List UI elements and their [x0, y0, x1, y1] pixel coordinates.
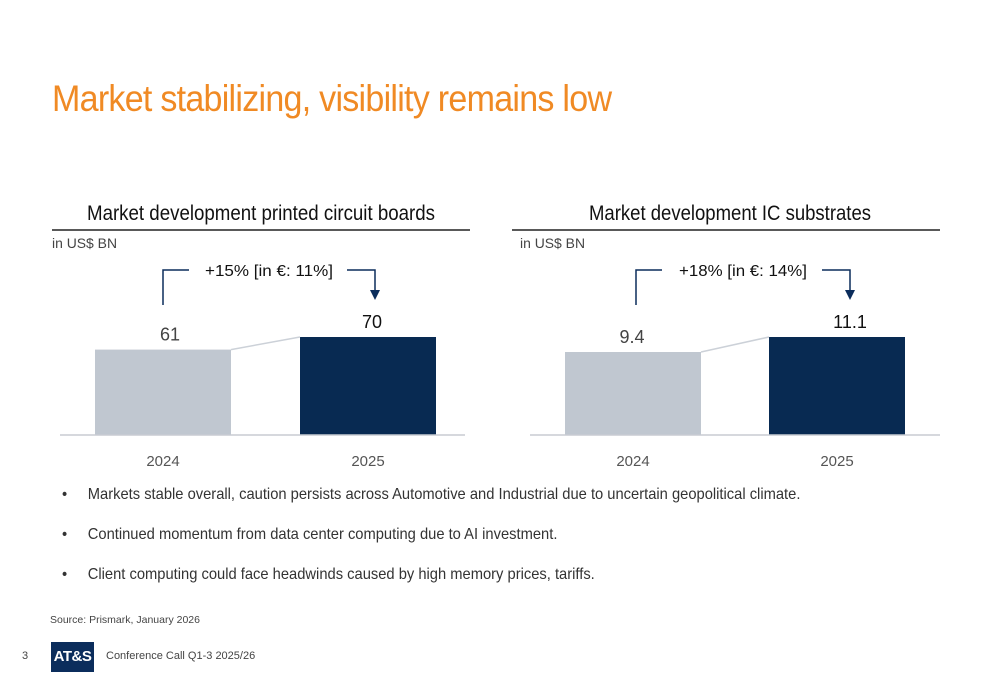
bar-2024 [95, 349, 231, 435]
growth-annotation: +15% [in €: 11%] [205, 263, 333, 280]
x-tick-label: 2024 [616, 453, 649, 470]
bullet-item: • Continued momentum from data center com… [62, 526, 557, 544]
bracket-left [162, 269, 189, 305]
page-title: Market stabilizing, visibility remains l… [52, 78, 612, 119]
connector-line [700, 336, 770, 353]
data-label: 11.1 [833, 312, 867, 332]
chart-title: Market development printed circuit board… [87, 202, 435, 225]
bullet-item: • Client computing could face headwinds c… [62, 566, 595, 584]
data-label: 9.4 [619, 327, 644, 347]
data-label: 61 [160, 325, 180, 345]
connector-line [230, 336, 301, 351]
bullet-dot: • [62, 486, 68, 503]
bracket-right [347, 269, 376, 290]
bullet-dot: • [62, 526, 68, 543]
x-tick-label: 2024 [146, 453, 179, 470]
footer-text: Conference Call Q1-3 2025/26 [106, 650, 256, 662]
bar-2025 [769, 337, 905, 435]
x-tick-label: 2025 [820, 453, 853, 470]
bullet-item: • Markets stable overall, caution persist… [62, 486, 800, 504]
bullet-text: Continued momentum from data center comp… [87, 526, 558, 543]
bar-2024 [565, 352, 701, 435]
arrow-down-icon [845, 290, 855, 300]
unit-label: in US$ BN [520, 235, 585, 251]
chart-title: Market development IC substrates [589, 202, 871, 225]
x-tick-label: 2025 [351, 453, 384, 470]
bullet-text: Client computing could face headwinds ca… [87, 566, 595, 583]
page-number: 3 [22, 650, 29, 662]
data-label: 70 [362, 312, 382, 332]
growth-annotation: +18% [in €: 14%] [679, 263, 807, 280]
bar-2025 [300, 337, 436, 435]
company-logo: AT&S [51, 642, 94, 672]
source-note: Source: Prismark, January 2026 [50, 614, 200, 626]
unit-label: in US$ BN [52, 235, 117, 251]
bracket-right [822, 269, 851, 290]
bullet-dot: • [62, 566, 68, 583]
bracket-left [635, 269, 662, 305]
bullet-text: Markets stable overall, caution persists… [87, 486, 801, 503]
arrow-down-icon [370, 290, 380, 300]
charts: Market development printed circuit board… [52, 202, 940, 470]
